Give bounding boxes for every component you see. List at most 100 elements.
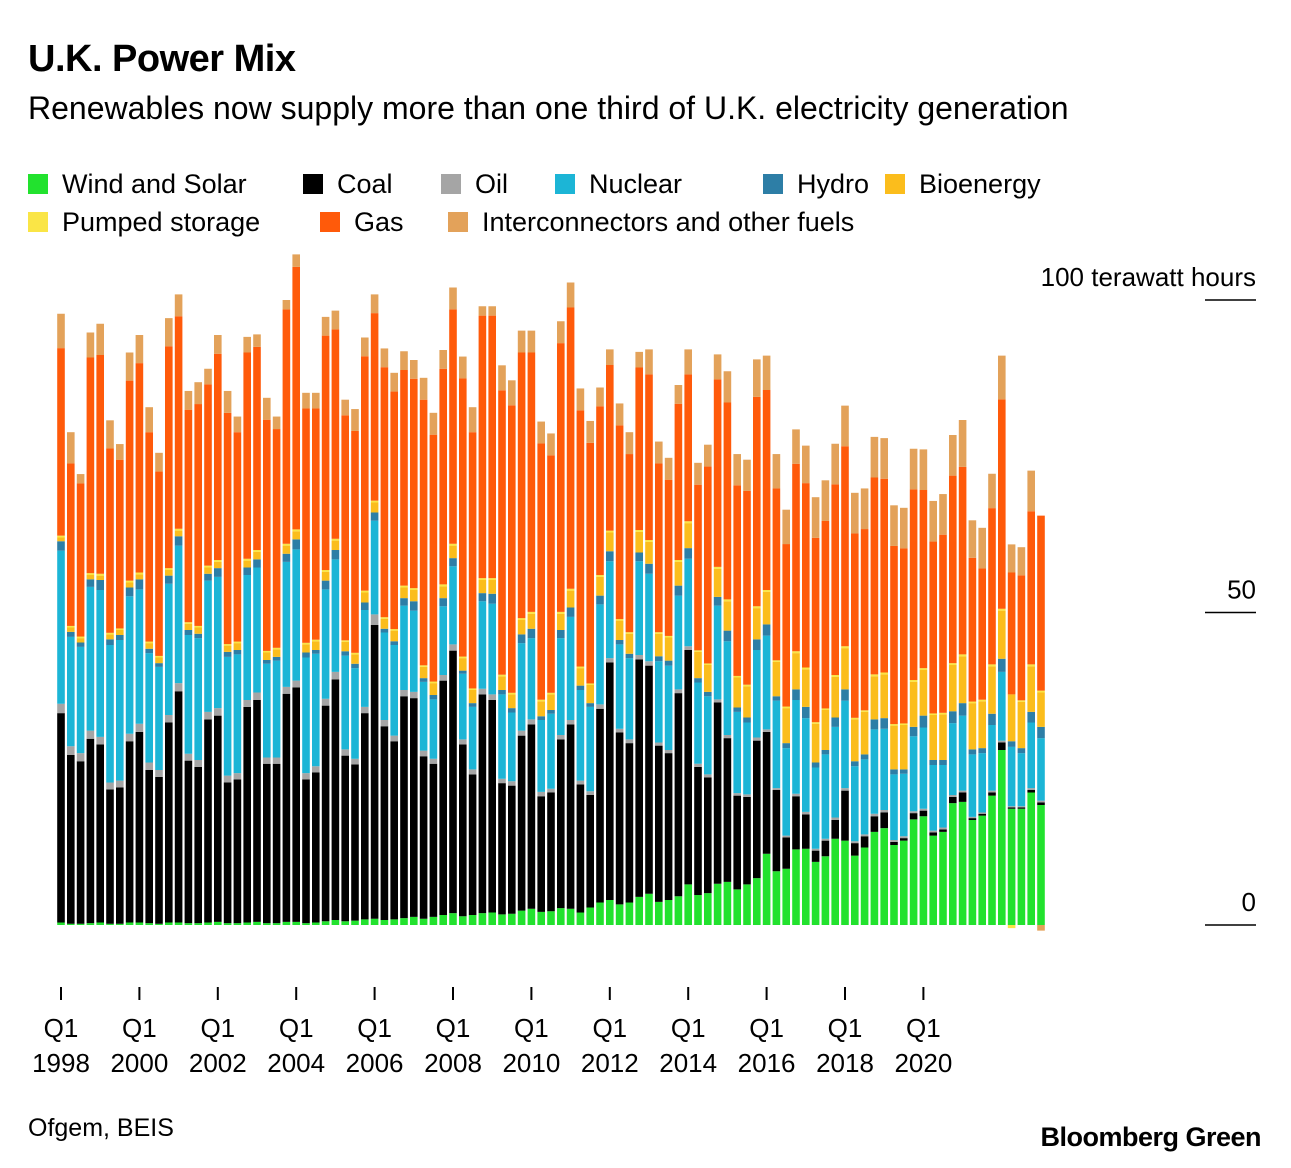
bar-segment [145,643,153,649]
bar-segment [841,689,849,701]
bar-segment [664,637,673,661]
bar-segment [272,429,281,648]
bar-segment [498,676,506,690]
bar-segment [400,370,408,586]
bar-segment [302,652,310,658]
bar-segment [449,566,457,645]
bar-segment [880,828,888,926]
bar-segment [537,791,545,797]
bar-segment [125,352,134,381]
bar-segment [851,719,859,762]
bar-segment [116,444,124,460]
bar-segment [723,601,732,631]
bar-segment [557,908,565,926]
bar-segment [743,722,751,795]
legend-swatch [28,174,48,194]
x-tick-label: 2002 [189,1048,247,1078]
bar-segment [664,479,673,636]
bar-segment [419,665,428,667]
bar-segment [478,578,487,581]
bar-segment [214,561,222,569]
bar-segment [184,753,193,761]
bar-segment [645,374,653,541]
bar-segment [341,640,349,642]
x-tick-label: Q1 [828,1013,863,1043]
legend-item: Coal [303,166,393,202]
x-tick-label: 2010 [502,1048,560,1078]
bar-segment [929,835,937,926]
bar-segment [351,764,359,921]
bar-segment [498,914,506,926]
bar-segment [292,680,300,688]
bar-segment [243,560,251,568]
x-tick-label: 2014 [659,1048,717,1078]
bar-segment [557,638,565,736]
bar-segment [860,754,869,760]
bar-segment [557,343,565,612]
bar-segment [390,391,398,630]
bar-segment [488,694,496,701]
bar-segment [694,682,702,764]
bar-segment [204,573,212,581]
bar-segment [527,330,536,353]
bar-segment [1027,788,1035,791]
bar-segment [753,878,761,926]
bar-segment [792,849,800,926]
bar-segment [635,561,643,655]
bar-segment [370,502,379,513]
bar-segment [370,520,379,615]
bar-segment [96,590,104,737]
bar-segment [929,713,937,715]
bar-segment [988,666,996,714]
bar-segment [900,723,908,725]
bar-segment [919,808,928,811]
bar-segment [733,454,741,486]
bar-segment [116,780,124,788]
bar-segment [841,446,849,647]
bar-segment [312,772,320,923]
bar-segment [860,834,869,837]
bar-segment [57,537,65,542]
bar-segment [282,561,291,687]
bar-segment [272,923,281,926]
bar-segment [253,692,261,700]
bar-segment [998,658,1006,672]
bar-segment [243,706,251,923]
bar-segment [1007,572,1016,695]
bar-segment [439,606,447,675]
bar-segment [282,300,291,310]
bar-segment [214,568,222,577]
bar-segment [165,922,173,925]
bar-segment [527,908,536,925]
bar-segment [1027,792,1035,925]
bar-segment [439,368,447,585]
bar-segment [390,741,398,920]
bar-segment [243,567,251,575]
bar-segment [635,351,643,368]
bar-segment [998,355,1006,400]
bar-segment [733,675,741,678]
bar-segment [165,346,173,569]
bar-segment [282,921,291,926]
bar-segment [351,920,359,926]
bar-segment [419,666,428,679]
bar-segment [292,539,300,550]
bar-segment [155,666,163,771]
bar-segment [1037,692,1045,727]
bar-segment [811,848,820,851]
bar-segment [958,654,967,657]
bar-segment [576,666,585,669]
bar-segment [753,650,761,738]
bar-segment [165,575,173,584]
bar-segment [1027,711,1035,723]
bar-segment [939,827,947,830]
bar-segment [341,655,349,750]
bar-segment [900,840,908,926]
bar-segment [321,705,330,922]
bar-segment [537,796,545,912]
bar-segment [978,812,986,814]
bar-segment [831,484,839,676]
bar-segment [331,329,340,539]
bar-segment [1007,544,1016,573]
bar-segment [439,586,447,599]
